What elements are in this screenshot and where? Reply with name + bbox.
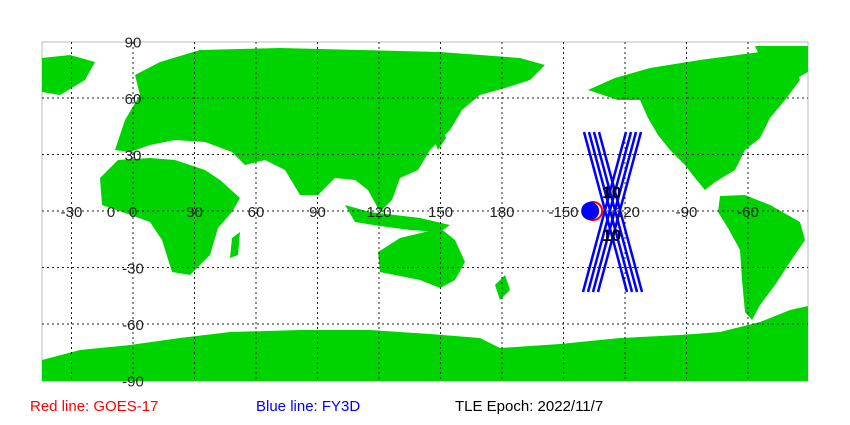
indonesia [345,205,450,232]
lat-label: 90 [125,35,142,52]
australia [378,228,465,288]
fy3d-track-descending [592,131,639,293]
lat-label: 60 [125,91,142,108]
satellite-label: 10 [602,183,621,202]
greenland-east [755,46,808,82]
satellite-label: 10 [602,226,621,245]
lon-label: -150 [548,204,578,221]
fy3d-position-marker [581,202,600,220]
eurasia [115,48,545,212]
land-masses [42,46,808,381]
fy3d-track-ascending [581,131,628,293]
antarctica [42,306,808,381]
legend-blue-line: Blue line: FY3D [256,398,361,415]
africa [100,158,240,275]
lat-label: -30 [122,260,144,277]
madagascar [230,232,240,258]
lon-label: 90 [309,204,326,221]
legend-red-line: Red line: GOES-17 [30,398,159,415]
lon-label: 0 [129,204,137,221]
lon-label: 180 [489,204,514,221]
fy3d-track-ascending [586,131,633,293]
axis-labels: -30 0 30 60 90 120 150 180 -150 -120 -90 -60 90 60 30 0… [61,35,759,391]
lat-label: 30 [125,148,142,165]
lon-label: 150 [428,204,453,221]
lon-label: -120 [610,204,640,221]
lon-label: 30 [186,204,203,221]
lon-label: 60 [248,204,265,221]
greenland-west [42,55,95,95]
lat-label: -90 [122,373,144,390]
satellite-tracks: 10 10 [581,131,644,293]
japan [430,118,446,150]
lon-label: 120 [366,204,391,221]
graticule [42,42,808,381]
lon-label: -30 [61,204,83,221]
fy3d-track-descending [597,131,644,293]
lon-label: -60 [737,204,759,221]
south-america [718,195,805,320]
lon-label: -90 [676,204,698,221]
lat-label: 0 [107,204,115,221]
north-america [588,52,800,190]
legend-tle-epoch: TLE Epoch: 2022/11/7 [455,398,604,415]
lat-label: -60 [122,317,144,334]
